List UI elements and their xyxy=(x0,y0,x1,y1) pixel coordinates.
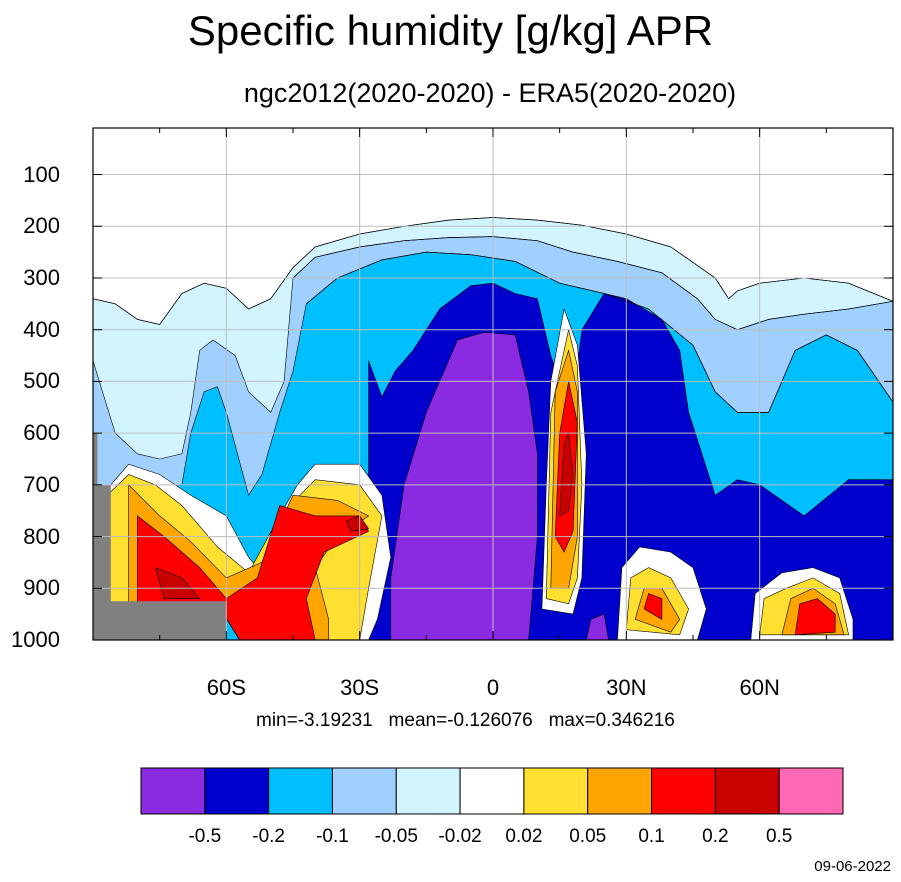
y-tick-label: 300 xyxy=(23,264,60,290)
colorbar-swatch xyxy=(395,767,461,815)
colorbar-swatch xyxy=(268,767,333,815)
contour-line xyxy=(306,251,893,413)
contour-region-tropic-plume-darkred xyxy=(559,431,574,517)
y-tick-label: 100 xyxy=(23,161,60,187)
x-tick-label: 30S xyxy=(340,675,380,700)
colorbar-label: -0.02 xyxy=(438,826,482,847)
colorbar xyxy=(140,767,844,815)
stats-summary: min=-3.19231 mean=-0.126076 max=0.346216 xyxy=(256,710,675,731)
y-tick-label: 900 xyxy=(23,575,60,601)
grid-layer xyxy=(93,128,893,640)
colorbar-swatch xyxy=(331,767,397,815)
x-tick-label: 0 xyxy=(486,675,500,700)
colorbar-label: 0.2 xyxy=(702,826,729,847)
contour-region-nh-high-red xyxy=(794,598,836,636)
contour-region-south-warm-darkred2 xyxy=(345,515,370,532)
missing-data-region xyxy=(93,433,227,640)
contour-line xyxy=(292,236,893,331)
chart-subtitle: ngc2012(2020-2020) - ERA5(2020-2020) xyxy=(243,78,737,108)
x-tick-label: 60N xyxy=(739,675,780,700)
y-tick-label: 600 xyxy=(23,420,60,446)
colorbar-swatch xyxy=(204,767,270,815)
y-tick-label: 500 xyxy=(23,368,60,394)
colorbar-swatch xyxy=(140,767,206,815)
contour-lines-layer xyxy=(93,217,893,413)
y-tick-label: 400 xyxy=(23,316,60,342)
plot-frame xyxy=(92,127,894,641)
colorbar-label: 0.02 xyxy=(505,826,543,847)
y-tick-label: 200 xyxy=(23,213,60,239)
colorbar-label: -0.5 xyxy=(188,826,222,847)
contour-region-purple-patch xyxy=(585,613,609,640)
contour-line xyxy=(93,217,893,325)
colorbar-label: -0.2 xyxy=(252,826,285,847)
colorbar-label: -0.05 xyxy=(374,826,418,847)
colorbar-swatch xyxy=(523,767,589,815)
y-tick-label: 1000 xyxy=(11,627,60,652)
colorbar-label: 0.1 xyxy=(638,826,665,847)
x-tick-label: 60S xyxy=(206,675,246,700)
colorbar-swatch xyxy=(651,767,716,815)
colorbar-swatch xyxy=(778,767,844,815)
colorbar-swatch xyxy=(587,767,653,815)
contour-region-nh-mid-red xyxy=(643,593,663,620)
plot-date: 09-06-2022 xyxy=(814,858,891,875)
colorbar-swatch xyxy=(459,767,525,815)
colorbar-label: 0.05 xyxy=(569,826,607,847)
colorbar-swatch xyxy=(714,767,780,815)
colorbar-label: -0.1 xyxy=(316,826,349,847)
y-tick-label: 800 xyxy=(23,523,60,549)
y-tick-label: 700 xyxy=(23,471,60,497)
contour-fill-layer xyxy=(93,128,893,640)
contour-region-purple-core xyxy=(390,331,538,640)
colorbar-label: 0.5 xyxy=(765,826,793,847)
x-tick-label: 30N xyxy=(606,675,647,700)
chart-title: Specific humidity [g/kg] APR xyxy=(187,7,714,54)
